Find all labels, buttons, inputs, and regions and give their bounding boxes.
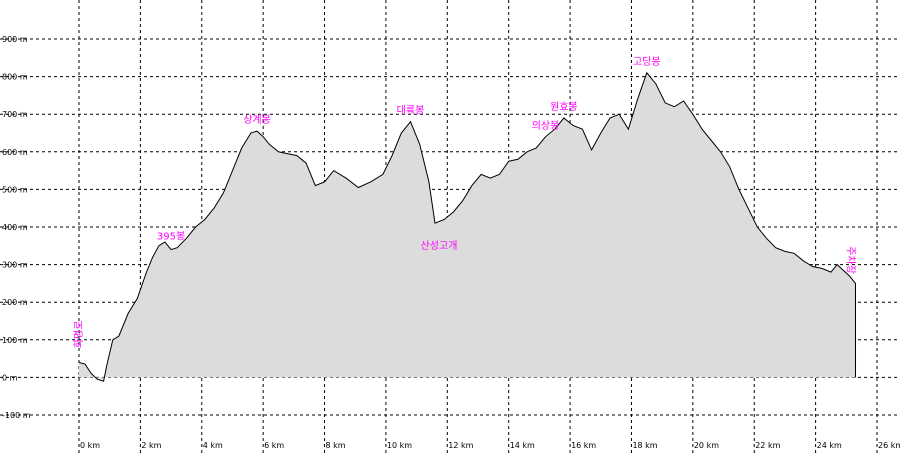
peak-label: 주차장 bbox=[844, 246, 856, 274]
x-tick-label: 26 km bbox=[878, 441, 900, 450]
x-tick-label: 16 km bbox=[571, 441, 596, 450]
x-tick-label: 12 km bbox=[448, 441, 473, 450]
peak-label: 대륙봉 bbox=[397, 105, 425, 117]
elevation-area bbox=[78, 71, 857, 382]
x-tick-label: 6 km bbox=[264, 441, 284, 450]
x-tick-label: 10 km bbox=[387, 441, 412, 450]
y-tick-label: 800 m bbox=[2, 73, 28, 82]
x-tick-label: 24 km bbox=[817, 441, 842, 450]
peak-label: 화명로 bbox=[73, 321, 85, 349]
elevation-line bbox=[78, 71, 857, 382]
y-tick-label: 200 m bbox=[2, 298, 28, 307]
y-axis-ticks: -100 m 0 m 100 m 200 m 300 m 400 m 500 m 600 m 7… bbox=[2, 35, 31, 420]
x-tick-label: 20 km bbox=[694, 441, 719, 450]
y-tick-label: 100 m bbox=[2, 336, 28, 345]
y-tick-label: 500 m bbox=[2, 185, 28, 194]
x-tick-label: 2 km bbox=[141, 441, 161, 450]
y-tick-label: 700 m bbox=[2, 110, 28, 119]
x-axis-ticks: 0 km 2 km 4 km 6 km 8 km 10 km 12 km 14 km 16 km… bbox=[80, 441, 900, 450]
y-tick-label: 0 m bbox=[2, 373, 18, 382]
peak-label: 원효봉 bbox=[550, 101, 578, 113]
y-tick-label: -100 m bbox=[2, 411, 31, 420]
x-tick-label: 8 km bbox=[326, 441, 346, 450]
peak-label: 산성고개 bbox=[421, 240, 458, 252]
y-tick-label: 300 m bbox=[2, 261, 28, 270]
elevation-fill bbox=[79, 72, 856, 382]
peak-label: 상계봉 bbox=[243, 114, 271, 126]
x-tick-label: 18 km bbox=[632, 441, 657, 450]
peak-label: 395봉 bbox=[157, 231, 185, 243]
y-tick-label: 900 m bbox=[2, 35, 28, 44]
x-tick-label: 22 km bbox=[755, 441, 780, 450]
x-tick-label: 14 km bbox=[510, 441, 535, 450]
peak-label: 고당봉 bbox=[633, 56, 661, 68]
x-tick-label: 4 km bbox=[203, 441, 223, 450]
x-tick-label: 0 km bbox=[80, 441, 100, 450]
y-tick-label: 400 m bbox=[2, 223, 28, 232]
y-tick-label: 600 m bbox=[2, 148, 28, 157]
peak-label: 의상봉 bbox=[532, 120, 560, 132]
